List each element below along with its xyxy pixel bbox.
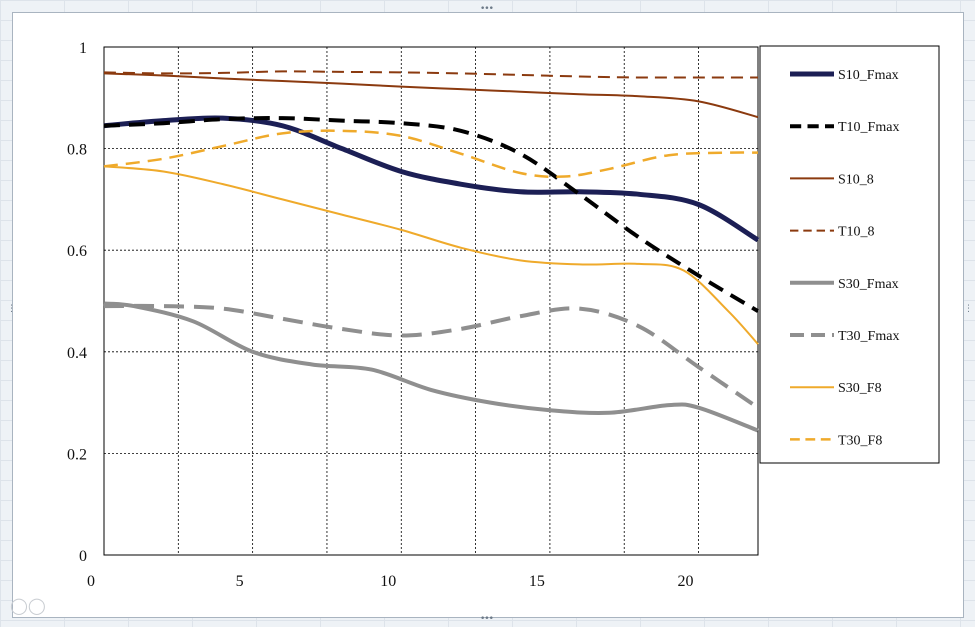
legend-label: S10_8 xyxy=(838,172,874,187)
series-line-s30-fmax xyxy=(103,301,759,433)
series-line-s30-f8 xyxy=(103,165,759,345)
legend-box xyxy=(759,45,940,464)
series-line-t10-8 xyxy=(103,70,758,79)
legend-label: S30_F8 xyxy=(838,381,882,396)
legend: S10_Fmax T10_Fmax S10_8 T10_8 S30_Fmax T30_Fm… xyxy=(790,68,899,448)
y-tick-label: 0 xyxy=(79,548,87,565)
y-axis-ticks: 0 0.2 0.4 0.6 0.8 1 xyxy=(67,40,87,565)
y-tick-label: 0.8 xyxy=(67,142,87,159)
legend-label: S10_Fmax xyxy=(838,68,899,83)
series-line-t30-fmax xyxy=(103,303,760,410)
resize-handle-bottom[interactable]: ••• xyxy=(480,614,494,624)
plot-area xyxy=(103,46,759,556)
series-lines xyxy=(103,70,760,433)
series-line-s10-8 xyxy=(103,72,759,119)
series-line-t10-fmax xyxy=(103,116,760,313)
y-tick-label: 0.4 xyxy=(67,345,87,362)
legend-label: T10_Fmax xyxy=(838,120,899,135)
x-tick-label: 0 xyxy=(87,573,95,590)
x-axis-ticks: 0 5 10 15 20 xyxy=(87,573,694,590)
resize-handle-left[interactable]: ⋮ xyxy=(7,304,16,314)
legend-label: T30_Fmax xyxy=(838,329,899,344)
legend-label: T30_F8 xyxy=(838,433,882,448)
x-tick-label: 20 xyxy=(678,573,694,590)
x-tick-label: 10 xyxy=(380,573,396,590)
series-line-t30-f8 xyxy=(103,129,759,179)
x-tick-label: 5 xyxy=(236,573,244,590)
legend-label: S30_Fmax xyxy=(838,277,899,292)
watermark-logo: ◯◯ xyxy=(10,596,46,615)
resize-handle-right[interactable]: ⋮ xyxy=(964,304,973,314)
resize-handle-top[interactable]: ••• xyxy=(480,4,494,14)
legend-label: T10_8 xyxy=(838,225,875,240)
y-tick-label: 1 xyxy=(79,40,87,57)
y-tick-label: 0.6 xyxy=(67,243,87,260)
y-tick-label: 0.2 xyxy=(67,446,87,463)
x-tick-label: 15 xyxy=(529,573,545,590)
